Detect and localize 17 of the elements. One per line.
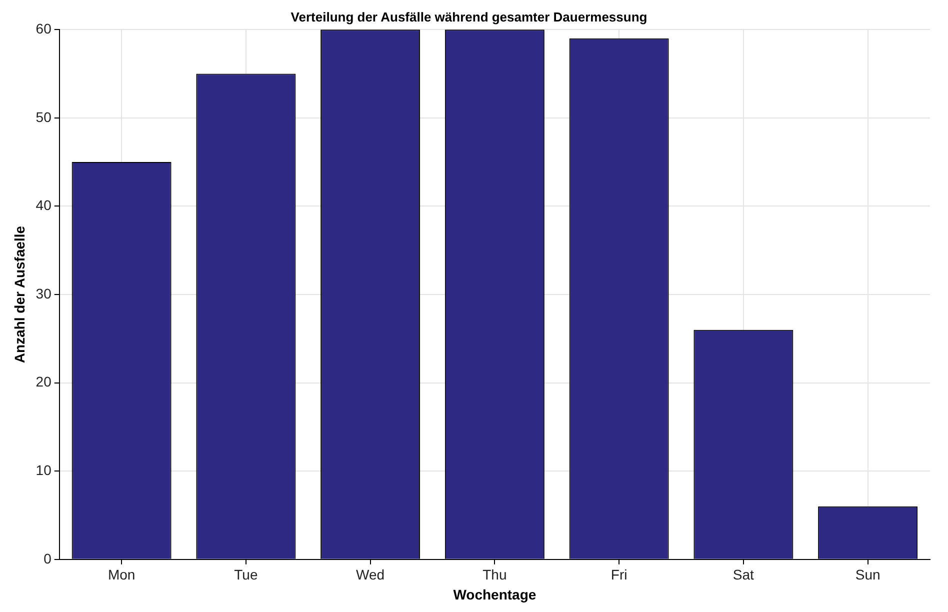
x-tick-label: Thu [482,566,507,583]
chart-title: Verteilung der Ausfälle während gesamter Dauermessung [290,9,648,24]
x-tick-label: Tue [234,566,258,583]
y-tick-label: 40 [36,197,52,214]
y-tick-label: 0 [44,550,52,566]
y-tick-label: 60 [36,20,52,36]
y-tick-label: 50 [36,108,52,125]
y-axis-title: Anzahl der Ausfaelle [11,226,28,364]
y-tick-label: 10 [36,462,52,478]
y-tick-label: 20 [36,374,52,390]
y-tick-label: 30 [36,285,52,302]
x-tick-label: Sun [855,566,880,583]
x-tick-label: Fri [610,566,628,583]
x-tick-label: Mon [108,566,136,583]
x-tick-label: Wed [356,566,385,583]
x-axis-title: Wochentage [453,586,536,602]
x-tick-label: Sat [732,566,754,583]
